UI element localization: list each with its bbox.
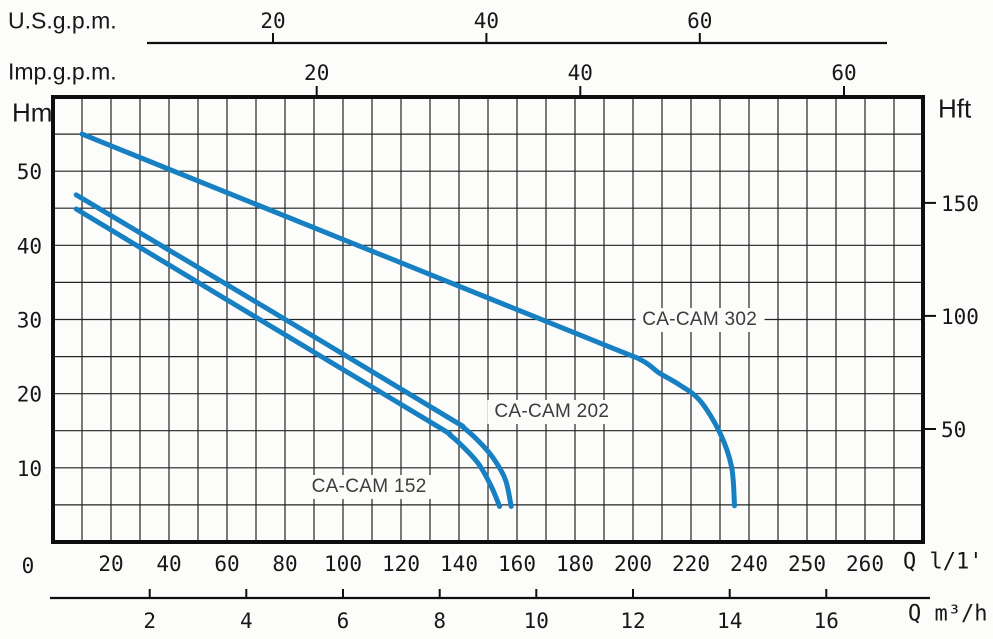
head-ft-tick-label: 50 <box>941 418 966 442</box>
curve-label-ca-cam-202: CA-CAM 202 <box>487 400 617 425</box>
flow-lmin-tick-label: 120 <box>382 552 420 576</box>
us-gpm-tick-label: 60 <box>687 9 712 33</box>
flow-lmin-axis-title: Q l/1' <box>903 549 983 575</box>
flow-lmin-tick-label: 260 <box>846 552 884 576</box>
flow-lmin-tick-label: 200 <box>614 552 652 576</box>
flow-m3h-tick-label: 4 <box>240 609 253 633</box>
curve-ca-cam-152 <box>73 206 503 509</box>
head-m-tick-label: 30 <box>17 309 42 333</box>
imp-gpm-axis-title: Imp.g.p.m. <box>8 58 117 85</box>
flow-lmin-tick-label: 40 <box>156 552 181 576</box>
curve-label-ca-cam-302: CA-CAM 302 <box>635 307 765 332</box>
head-ft-tick-label: 150 <box>941 192 979 216</box>
head-ft-tick-label: 100 <box>941 305 979 329</box>
curve-ca-cam-202 <box>73 192 514 509</box>
imp-gpm-tick-label: 20 <box>304 61 329 85</box>
flow-axis-origin-label: 0 <box>21 554 35 578</box>
us-gpm-tick-label: 40 <box>474 9 499 33</box>
flow-lmin-tick-label: 20 <box>98 552 123 576</box>
head-m-tick-label: 40 <box>17 234 42 258</box>
flow-m3h-tick-label: 12 <box>620 609 645 633</box>
flow-lmin-tick-label: 100 <box>324 552 362 576</box>
flow-m3h-tick-label: 8 <box>433 609 446 633</box>
flow-lmin-tick-label: 250 <box>788 552 826 576</box>
flow-lmin-tick-label: 180 <box>556 552 594 576</box>
flow-m3h-tick-label: 10 <box>524 609 549 633</box>
head-meters-axis-title: Hm <box>12 97 53 128</box>
head-m-tick-label: 20 <box>17 383 42 407</box>
flow-m3h-axis-title: Q m³/h <box>908 601 988 627</box>
curve-label-ca-cam-152: CA-CAM 152 <box>304 475 434 500</box>
flow-lmin-tick-label: 140 <box>440 552 478 576</box>
flow-m3h-tick-label: 14 <box>717 609 742 633</box>
flow-lmin-tick-label: 80 <box>272 552 297 576</box>
flow-m3h-tick-label: 6 <box>337 609 350 633</box>
flow-lmin-tick-label: 240 <box>730 552 768 576</box>
flow-m3h-tick-label: 16 <box>814 609 839 633</box>
imp-gpm-tick-label: 40 <box>568 61 593 85</box>
curve-ca-cam-302 <box>79 131 737 509</box>
flow-m3h-tick-label: 2 <box>143 609 156 633</box>
flow-lmin-tick-label: 220 <box>672 552 710 576</box>
head-feet-axis-title: Hft <box>938 93 972 124</box>
flow-lmin-tick-label: 60 <box>214 552 239 576</box>
flow-lmin-tick-label: 160 <box>498 552 536 576</box>
imp-gpm-tick-label: 60 <box>831 61 856 85</box>
us-gpm-axis-title: U.S.g.p.m. <box>8 7 117 34</box>
plot-border <box>51 95 925 544</box>
head-m-tick-label: 10 <box>17 457 42 481</box>
us-gpm-tick-label: 20 <box>260 9 285 33</box>
head-m-tick-label: 50 <box>17 160 42 184</box>
